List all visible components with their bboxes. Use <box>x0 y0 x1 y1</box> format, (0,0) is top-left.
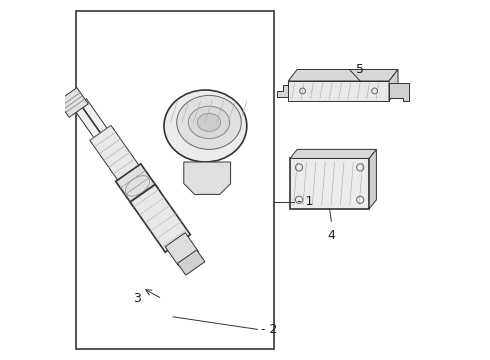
Polygon shape <box>58 88 88 117</box>
Bar <box>290 158 369 209</box>
Ellipse shape <box>197 113 220 131</box>
Polygon shape <box>277 85 288 97</box>
Ellipse shape <box>188 106 230 139</box>
Polygon shape <box>130 184 190 252</box>
Polygon shape <box>73 99 194 261</box>
Polygon shape <box>90 125 144 188</box>
Ellipse shape <box>177 95 241 149</box>
Text: - 1: - 1 <box>297 195 314 208</box>
Bar <box>288 81 389 101</box>
Text: - 2: - 2 <box>261 323 277 336</box>
Polygon shape <box>369 149 376 209</box>
Polygon shape <box>290 149 376 158</box>
Polygon shape <box>116 164 159 208</box>
Text: 4: 4 <box>327 229 335 242</box>
Text: 5: 5 <box>356 63 364 76</box>
Ellipse shape <box>164 90 247 162</box>
Polygon shape <box>389 83 409 101</box>
Bar <box>76 11 274 349</box>
Polygon shape <box>184 162 231 194</box>
Polygon shape <box>177 250 205 275</box>
Polygon shape <box>165 233 198 266</box>
Polygon shape <box>288 69 398 81</box>
Text: 3: 3 <box>134 292 146 305</box>
Polygon shape <box>389 69 398 101</box>
